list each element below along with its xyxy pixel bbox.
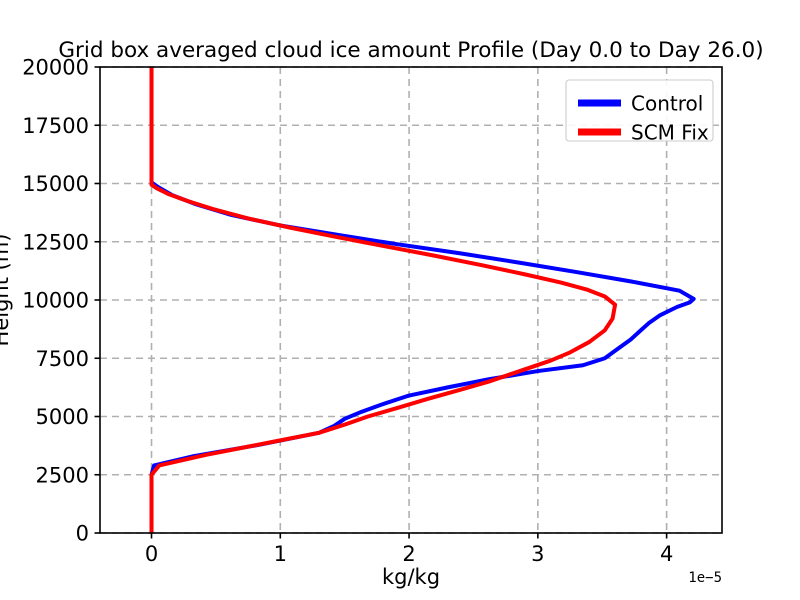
y-tick-label: 15000: [22, 172, 89, 196]
y-tick-labels: 0 2500 5000 7500 10000 12500 15000 17500 20000: [22, 56, 89, 546]
y-tick-label: 7500: [36, 347, 89, 371]
y-tick-label: 12500: [22, 230, 89, 254]
legend-box: [565, 79, 714, 142]
x-tick-label: 3: [531, 542, 544, 566]
data-series-group: [149, 67, 696, 533]
y-tick-label: 20000: [22, 56, 89, 80]
x-tick-label: 4: [660, 542, 673, 566]
chart-title: Grid box averaged cloud ice amount Profi…: [58, 38, 763, 63]
legend-label-scm-fix: SCM Fix: [631, 121, 709, 145]
series-line-scm-fix: [149, 67, 618, 533]
x-axis-label: kg/kg: [382, 565, 440, 589]
y-axis-label: Height (m): [0, 234, 13, 347]
chart-legend[interactable]: Control SCM Fix: [565, 79, 714, 145]
x-axis-offset-text: 1e−5: [688, 570, 722, 586]
y-tick-label: 5000: [36, 405, 89, 429]
y-tick-label: 17500: [22, 114, 89, 138]
x-tick-label: 1: [274, 542, 287, 566]
legend-label-control: Control: [631, 92, 703, 116]
y-axis-ticks: [94, 66, 100, 534]
y-tick-label: 0: [76, 522, 89, 546]
y-tick-label: 2500: [36, 463, 89, 487]
x-tick-labels: 0 1 2 3 4: [145, 542, 673, 566]
x-tick-label: 0: [145, 542, 158, 566]
x-axis-ticks: [150, 533, 668, 539]
y-tick-label: 10000: [22, 289, 89, 313]
x-tick-label: 2: [402, 542, 415, 566]
